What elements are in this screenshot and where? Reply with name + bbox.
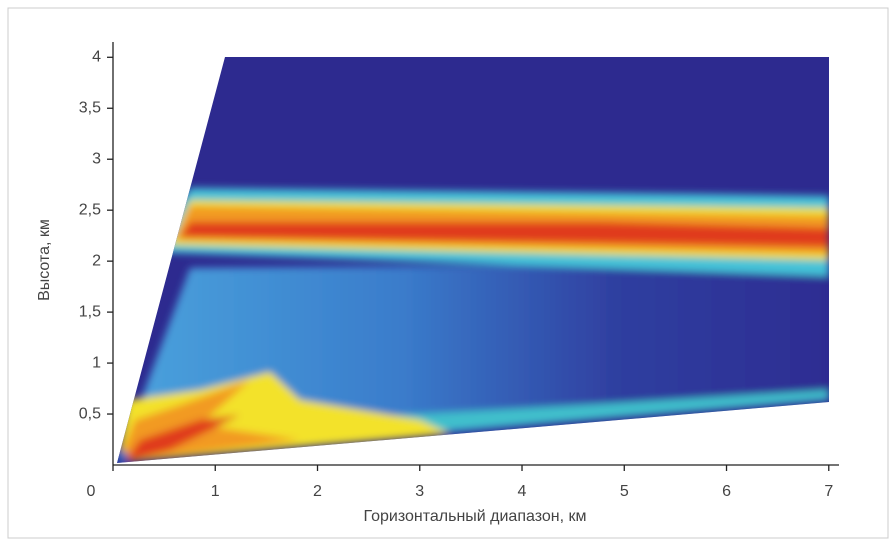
x-tick-label: 4 bbox=[518, 483, 527, 500]
x-axis-label: Горизонтальный диапазон, км bbox=[364, 508, 587, 525]
x-tick-label: 5 bbox=[620, 483, 629, 500]
y-tick-label: 4 bbox=[92, 49, 101, 66]
y-tick-label: 1 bbox=[92, 354, 101, 371]
y-tick-label: 2 bbox=[92, 252, 101, 269]
y-tick-label: 3,5 bbox=[79, 99, 101, 116]
x-tick-label: 0 bbox=[87, 483, 96, 500]
x-tick-label: 3 bbox=[415, 483, 424, 500]
x-tick-label: 7 bbox=[824, 483, 833, 500]
x-tick-label: 2 bbox=[313, 483, 322, 500]
x-tick-label: 6 bbox=[722, 483, 731, 500]
y-tick-label: 3 bbox=[92, 150, 101, 167]
y-tick-label: 0,5 bbox=[79, 405, 101, 422]
y-tick-label: 1,5 bbox=[79, 303, 101, 320]
x-tick-label: 1 bbox=[211, 483, 220, 500]
y-axis-label: Высота, км bbox=[36, 219, 53, 301]
scan-field bbox=[117, 57, 829, 463]
y-tick-label: 2,5 bbox=[79, 201, 101, 218]
